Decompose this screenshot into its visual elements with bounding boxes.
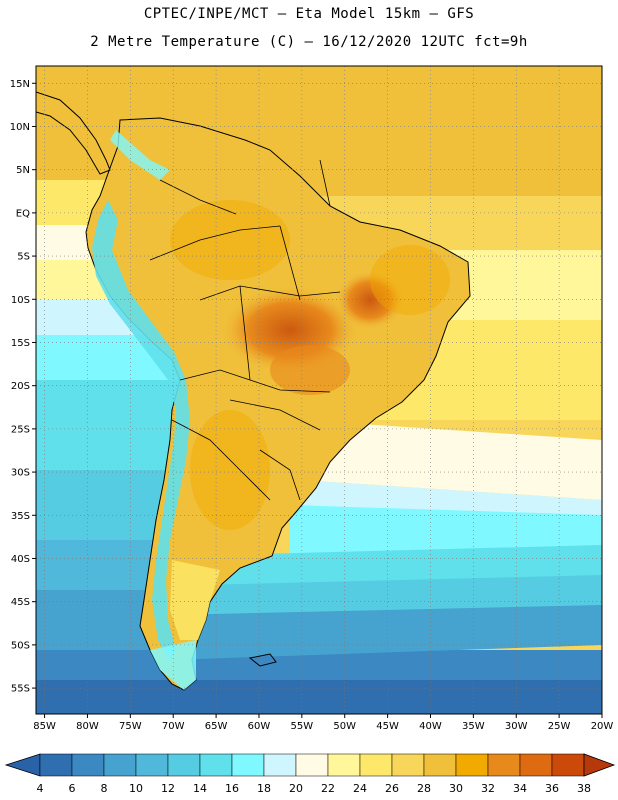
colorbar-label: 18 <box>257 782 271 795</box>
colorbar-cell <box>71 753 105 777</box>
latitude-axis: 15N 10N 5N EQ 5S 10S 15S 20S 25S 30S 35S 40S 45S 50S 5… <box>10 79 36 695</box>
lon-tick-label: 20W <box>591 721 614 732</box>
colorbar-cell <box>519 753 553 777</box>
colorbar-label: 28 <box>417 782 431 795</box>
colorbar-cell <box>455 753 489 777</box>
lat-tick-label: 10N <box>10 122 30 133</box>
lon-tick-label: 85W <box>33 721 56 732</box>
colorbar-label: 26 <box>385 782 399 795</box>
lat-tick-label: 45S <box>11 597 30 608</box>
map-field <box>36 66 602 714</box>
map-grid <box>36 66 602 714</box>
colorbar-cell <box>103 753 137 777</box>
colorbar-label: 30 <box>449 782 463 795</box>
title-line-2: 2 Metre Temperature (C) – 16/12/2020 12U… <box>90 34 528 50</box>
lon-tick-label: 50W <box>333 721 356 732</box>
lon-tick-label: 75W <box>119 721 142 732</box>
colorbar-cell <box>487 753 521 777</box>
lat-tick-label: 30S <box>11 468 30 479</box>
central-america <box>36 91 111 175</box>
colorbar-cell <box>231 753 265 777</box>
colorbar-label: 20 <box>289 782 303 795</box>
colorbar-cell <box>263 753 297 777</box>
lat-tick-label: 10S <box>11 295 30 306</box>
colorbar-label: 10 <box>129 782 143 795</box>
lat-tick-label: EQ <box>16 208 30 219</box>
lat-tick-label: 50S <box>11 640 30 651</box>
colorbar-cell <box>359 753 393 777</box>
lat-tick-label: 15N <box>10 79 30 90</box>
colorbar-label: 12 <box>161 782 175 795</box>
lat-tick-label: 55S <box>11 684 30 695</box>
colorbar-cell <box>295 753 329 777</box>
colorbar-label: 38 <box>577 782 591 795</box>
colorbar-cell <box>391 753 425 777</box>
colorbar-under-arrow <box>4 753 41 777</box>
colorbar-cell <box>39 753 73 777</box>
colorbar-label: 32 <box>481 782 495 795</box>
lon-tick-label: 40W <box>419 721 442 732</box>
lon-tick-label: 80W <box>76 721 99 732</box>
colorbar-over-arrow <box>583 753 616 777</box>
colorbar-label: 4 <box>37 782 44 795</box>
colorbar-label: 24 <box>353 782 367 795</box>
lon-tick-label: 65W <box>205 721 228 732</box>
lat-tick-label: 20S <box>11 381 30 392</box>
lat-tick-label: 5S <box>17 252 30 263</box>
longitude-axis: 85W 80W 75W 70W 65W 60W 55W 50W 45W 40W 35W 30W 25W 2… <box>33 714 613 732</box>
colorbar-cell <box>327 753 361 777</box>
colorbar-cell <box>199 753 233 777</box>
lon-tick-label: 55W <box>291 721 314 732</box>
lat-tick-label: 25S <box>11 424 30 435</box>
lat-tick-label: 15S <box>11 338 30 349</box>
andes-cold-band <box>92 200 190 660</box>
colorbar-label: 14 <box>193 782 207 795</box>
lon-tick-label: 60W <box>248 721 271 732</box>
colorbar-cell <box>551 753 585 777</box>
map-frame <box>35 65 603 715</box>
lon-tick-label: 70W <box>162 721 185 732</box>
colorbar-label: 16 <box>225 782 239 795</box>
colorbar-label: 36 <box>545 782 559 795</box>
colorbar-label: 34 <box>513 782 527 795</box>
lon-tick-label: 25W <box>548 721 571 732</box>
colorbar-cell <box>167 753 201 777</box>
title-line-1: CPTEC/INPE/MCT – Eta Model 15km – GFS <box>143 6 475 22</box>
lat-tick-label: 5N <box>16 165 30 176</box>
colorbar-cell <box>135 753 169 777</box>
colorbar-label: 6 <box>69 782 76 795</box>
colorbar-label: 8 <box>101 782 108 795</box>
colorbar-cell <box>423 753 457 777</box>
country-borders <box>149 159 341 501</box>
falkland-islands <box>248 653 277 667</box>
colorbar-label: 22 <box>321 782 335 795</box>
lat-tick-label: 40S <box>11 554 30 565</box>
lon-tick-label: 45W <box>376 721 399 732</box>
lat-tick-label: 35S <box>11 511 30 522</box>
colorbar: 4 6 8 10 12 14 16 18 20 22 24 26 28 30 32 34 36 38 <box>4 753 616 795</box>
lon-tick-label: 35W <box>462 721 485 732</box>
lon-tick-label: 30W <box>505 721 528 732</box>
